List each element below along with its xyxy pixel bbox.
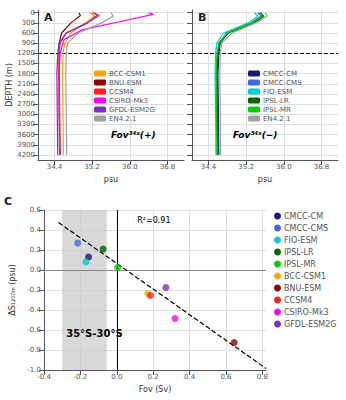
svg-text:CMCC-CM: CMCC-CM [263,70,297,78]
svg-text:GFDL-ESM2G: GFDL-ESM2G [284,320,337,329]
svg-text:0: 0 [31,9,35,17]
svg-text:CSIRO-Mk3: CSIRO-Mk3 [109,97,148,105]
svg-text:-0.6: -0.6 [27,326,41,334]
svg-text:3300: 3300 [17,120,35,128]
svg-text:DEPTH (m): DEPTH (m) [5,63,14,107]
svg-text:-0.4: -0.4 [27,306,41,314]
svg-text:35°S-30°S: 35°S-30°S [66,328,122,339]
svg-text:0.8: 0.8 [257,373,268,381]
svg-text:BNU-ESM: BNU-ESM [284,284,321,293]
svg-text:600: 600 [22,29,35,37]
svg-text:900: 900 [22,39,35,47]
svg-text:IPSL-LR: IPSL-LR [284,248,314,257]
svg-text:0.0: 0.0 [111,373,122,381]
svg-text:BCC-CSM1: BCC-CSM1 [109,70,146,78]
svg-text:FIO-ESM: FIO-ESM [263,88,292,96]
svg-text:2400: 2400 [17,90,35,98]
svg-text:36.0: 36.0 [122,163,138,171]
svg-text:1500: 1500 [17,59,35,67]
svg-text:0.6: 0.6 [220,373,232,381]
svg-text:0.4: 0.4 [184,373,196,381]
svg-text:Fov³⁴ˢ(+): Fov³⁴ˢ(+) [111,130,156,140]
svg-text:34.4: 34.4 [201,163,217,171]
svg-text:CSIRO-Mk3: CSIRO-Mk3 [284,308,329,317]
svg-text:CCSM4: CCSM4 [284,296,312,305]
svg-text:2100: 2100 [17,80,35,88]
svg-text:EN4.2.1: EN4.2.1 [109,115,136,123]
svg-text:BCC-CSM1: BCC-CSM1 [284,272,326,281]
svg-text:0.2: 0.2 [148,373,159,381]
svg-text:Fov³⁴ˢ(−): Fov³⁴ˢ(−) [233,130,278,140]
svg-text:-1.0: -1.0 [27,366,41,374]
svg-text:4200: 4200 [17,151,35,159]
svg-text:GFDL-ESM2G: GFDL-ESM2G [109,106,155,114]
svg-text:CMCC-CMS: CMCC-CMS [284,224,328,233]
svg-text:psu: psu [258,175,272,184]
svg-text:36.0: 36.0 [276,163,292,171]
svg-text:EN4.2.1: EN4.2.1 [263,115,290,123]
svg-text:-0.4: -0.4 [37,373,51,381]
svg-text:ΔS₁₂₀₀ₘ (psu): ΔS₁₂₀₀ₘ (psu) [8,264,17,315]
svg-text:C: C [4,195,12,208]
svg-text:300: 300 [22,19,35,27]
svg-text:35.2: 35.2 [238,163,254,171]
svg-text:R²=0.91: R²=0.91 [137,216,170,225]
svg-text:-0.2: -0.2 [74,373,88,381]
svg-text:3900: 3900 [17,141,35,149]
svg-text:Fov (Sv): Fov (Sv) [139,385,172,394]
svg-text:BNU-ESM: BNU-ESM [109,79,142,87]
svg-text:1200: 1200 [17,49,35,57]
svg-text:0.0: 0.0 [30,266,41,274]
svg-text:IPSL-MR: IPSL-MR [284,260,316,269]
svg-text:-0.8: -0.8 [27,346,41,354]
svg-text:36.8: 36.8 [160,163,176,171]
svg-text:0.2: 0.2 [30,246,41,254]
svg-text:2700: 2700 [17,100,35,108]
svg-text:A: A [44,11,53,24]
svg-text:-0.2: -0.2 [27,286,41,294]
svg-text:34.4: 34.4 [47,163,63,171]
svg-text:3600: 3600 [17,131,35,139]
svg-text:1800: 1800 [17,70,35,78]
svg-text:CMCC-CM: CMCC-CM [284,212,323,221]
svg-text:35.2: 35.2 [84,163,100,171]
svg-text:0.4: 0.4 [30,226,42,234]
svg-text:0.6: 0.6 [30,206,42,214]
svg-text:psu: psu [104,175,118,184]
svg-text:IPSL-MR: IPSL-MR [263,106,291,114]
svg-text:IPSL-LR: IPSL-LR [263,97,289,105]
svg-text:36.8: 36.8 [314,163,330,171]
svg-text:CMCC-CMS: CMCC-CMS [263,79,302,87]
svg-text:B: B [198,11,206,24]
svg-text:FIO-ESM: FIO-ESM [284,236,318,245]
svg-text:CCSM4: CCSM4 [109,88,134,96]
svg-text:3000: 3000 [17,110,35,118]
